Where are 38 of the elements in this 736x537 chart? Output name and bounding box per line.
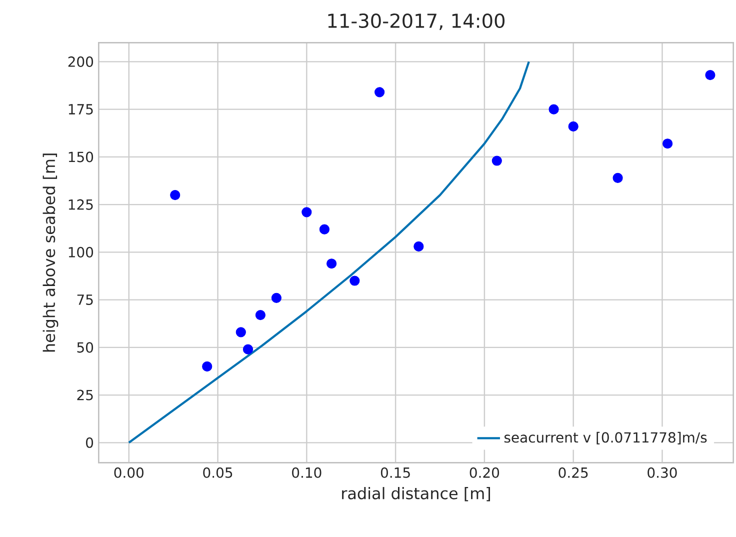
point [326,258,337,269]
point [271,292,282,303]
chart-title: 11-30-2017, 14:00 [328,13,505,30]
y-tick-label: 200 [68,56,94,67]
y-tick-label: 125 [68,199,93,210]
y-tick-label: 75 [77,294,93,305]
point [302,206,312,218]
y-tick-label: 25 [77,390,93,400]
legend-label: seacurrent v [0.0711778]m/s [504,432,707,444]
point [612,172,623,183]
point [374,86,385,98]
point [662,138,673,149]
x-tick-label: 0.00 [114,467,144,478]
point [319,224,330,234]
y-tick-label: 150 [68,152,94,162]
point [350,276,360,286]
y-tick-label: 100 [68,246,94,258]
x-tick-label: 0.30 [648,467,677,478]
point [548,104,559,114]
point [705,70,716,80]
point [242,344,254,354]
x-tick-label: 0.10 [292,467,322,478]
x-tick-label: 0.15 [380,467,410,478]
point [492,156,502,166]
point [255,310,266,320]
x-tick-label: 0.25 [558,467,588,478]
point [414,241,424,252]
point [568,121,578,132]
y-axis-title: height above seabed [m] [42,153,58,352]
x-tick-label: 0.05 [203,467,232,478]
y-tick-label: 50 [77,342,94,353]
x-tick-label: 0.20 [470,467,500,478]
y-tick-label: 0 [86,437,94,448]
point [170,190,180,200]
point [236,326,246,338]
x-axis-title: radial distance [m] [342,486,490,502]
point [202,361,212,372]
y-tick-label: 175 [68,104,93,114]
